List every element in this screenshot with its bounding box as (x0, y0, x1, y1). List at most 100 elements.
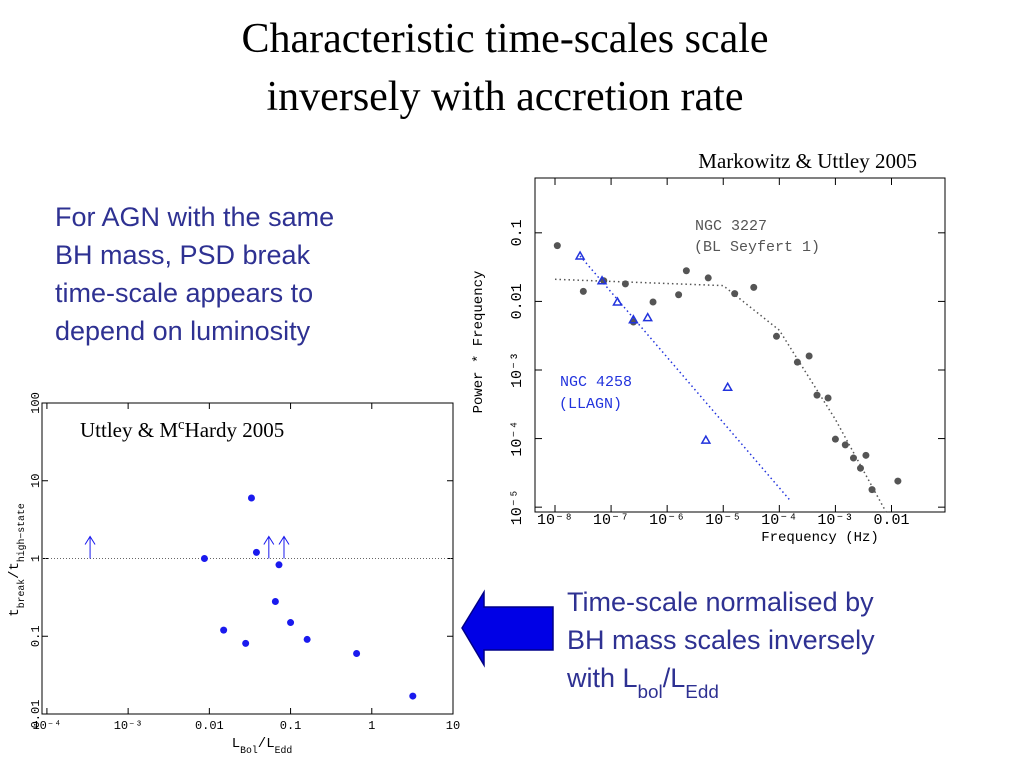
y-tick-label: 0.1 (509, 219, 526, 246)
text-line: BH mass, PSD break (55, 240, 311, 270)
rich-text: Power * Frequency (471, 271, 487, 414)
point (675, 291, 683, 299)
point (831, 435, 839, 443)
point (649, 298, 657, 306)
point (628, 314, 639, 324)
rich-text: BH mass scales inversely (567, 625, 875, 655)
point (682, 267, 690, 275)
point (220, 626, 228, 634)
arrow (461, 589, 554, 668)
point (841, 441, 849, 449)
text-part: Edd (685, 682, 719, 703)
y-tick-label: 1 (29, 555, 43, 562)
point (805, 352, 813, 360)
rich-text: Time-scale normalised by (567, 587, 874, 617)
point (574, 250, 586, 260)
y-tick-label: 10⁻³ (509, 352, 526, 388)
point (200, 555, 208, 562)
x-tick-label: 1 (368, 719, 375, 733)
point (275, 561, 283, 569)
x-tick-label: 10⁻⁷ (593, 512, 629, 529)
point (303, 635, 311, 643)
lower-limit (263, 535, 275, 559)
point (242, 639, 250, 647)
point (252, 548, 260, 556)
point (824, 394, 832, 402)
point (409, 692, 417, 700)
x-tick-label: 10⁻³ (817, 512, 853, 529)
text-part: Markowitz & Uttley 2005 (698, 149, 917, 173)
x-tick-label: 0.1 (280, 719, 302, 733)
lower-limit (84, 535, 96, 559)
rich-text: tbreak​/thigh−state​ (7, 503, 27, 617)
rich-text: Uttley & Mc​Hardy 2005 (80, 417, 284, 442)
point (287, 619, 295, 627)
point (247, 494, 255, 502)
series-note: (BL Seyfert 1) (694, 239, 820, 256)
text-part: L (232, 736, 240, 752)
x-tick-label: 0.01 (195, 719, 224, 733)
text-part: high−state (16, 503, 27, 562)
text-part: Bol (240, 745, 258, 756)
text-part: Uttley & M (80, 418, 178, 442)
y-tick-label: 10 (29, 474, 43, 488)
point (849, 454, 857, 462)
x-tick-label: 0.01 (873, 512, 909, 529)
text-part: /t (7, 562, 23, 579)
point (772, 332, 780, 340)
point (621, 280, 629, 288)
rich-text: LBol​/LEdd​ (232, 736, 293, 756)
text-part: /L (663, 663, 686, 693)
text-part: break (16, 579, 27, 609)
point (793, 358, 801, 366)
text-line: time-scale appears to (55, 278, 313, 308)
text-part: Hardy 2005 (185, 418, 285, 442)
rich-text: Frequency (Hz) (761, 530, 879, 546)
x-tick-label: 10⁻⁴ (761, 512, 797, 529)
x-tick-label: 10⁻⁵ (705, 512, 741, 529)
series-label: NGC 4258 (560, 374, 632, 391)
series-label: NGC 3227 (695, 218, 767, 235)
y-tick-label: 0.01 (29, 700, 43, 729)
slide-title: Characteristic time-scales scale (241, 16, 768, 62)
point (704, 274, 712, 282)
point (856, 464, 864, 472)
point (579, 287, 587, 295)
y-tick-label: 10⁻⁵ (509, 489, 526, 525)
lower-limit (278, 535, 290, 559)
slide-title: inversely with accretion rate (267, 74, 744, 120)
point (731, 290, 739, 298)
left-text: For AGN with the same BH mass, PSD break… (55, 202, 334, 346)
text-part: BH mass scales inversely (567, 625, 875, 655)
x-tick-label: 10 (446, 719, 460, 733)
plot-frame (534, 177, 946, 513)
point (612, 296, 623, 306)
text-line: depend on luminosity (55, 316, 311, 346)
point (750, 283, 758, 291)
y-tick-label: 100 (29, 392, 43, 414)
rich-text: with Lbol​/LEdd​ (566, 663, 719, 703)
point (596, 275, 608, 285)
text-part: c (178, 417, 185, 433)
text-part: Frequency (Hz) (761, 530, 879, 546)
point (862, 451, 870, 459)
text-part: Power * Frequency (471, 271, 487, 414)
x-tick-label: 10⁻⁶ (649, 512, 685, 529)
x-tick-label: 10⁻⁴ (32, 719, 61, 733)
y-tick-label: 10⁻⁴ (509, 421, 526, 457)
series-note: (LLAGN) (559, 396, 622, 413)
text-part: bol (638, 682, 663, 703)
point (700, 434, 712, 444)
text-part: /L (258, 736, 275, 752)
text-part: with L (566, 663, 638, 693)
y-tick-label: 0.1 (29, 625, 43, 647)
point (894, 477, 902, 485)
point (642, 312, 654, 322)
point (353, 649, 361, 657)
point (722, 381, 733, 392)
text-part: Edd (275, 745, 293, 756)
y-tick-label: 0.01 (509, 283, 526, 319)
x-tick-label: 10⁻³ (114, 719, 143, 733)
point (553, 242, 561, 250)
